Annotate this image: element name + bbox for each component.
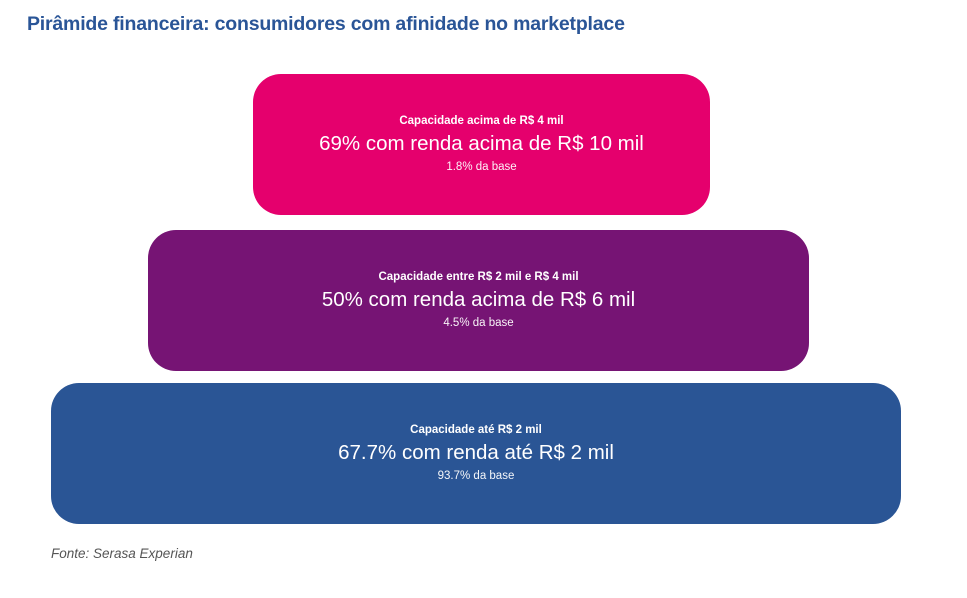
- tier-headline: 50% com renda acima de R$ 6 mil: [321, 288, 636, 311]
- source-note: Fonte: Serasa Experian: [51, 546, 193, 561]
- tier-headline: 69% com renda acima de R$ 10 mil: [319, 132, 644, 155]
- pyramid-tier-middle: Capacidade entre R$ 2 mil e R$ 4 mil 50%…: [148, 230, 809, 371]
- pyramid-tier-top: Capacidade acima de R$ 4 mil 69% com ren…: [253, 74, 710, 215]
- tier-base-share: 4.5% da base: [443, 317, 514, 329]
- tier-base-share: 93.7% da base: [437, 470, 515, 482]
- tier-capacity-label: Capacidade acima de R$ 4 mil: [399, 115, 564, 127]
- tier-base-share: 1.8% da base: [446, 161, 517, 173]
- pyramid-tier-bottom: Capacidade até R$ 2 mil 67.7% com renda …: [51, 383, 901, 524]
- tier-capacity-label: Capacidade até R$ 2 mil: [410, 424, 542, 436]
- tier-capacity-label: Capacidade entre R$ 2 mil e R$ 4 mil: [378, 271, 579, 283]
- tier-headline: 67.7% com renda até R$ 2 mil: [338, 441, 614, 464]
- page-title: Pirâmide financeira: consumidores com af…: [27, 13, 625, 35]
